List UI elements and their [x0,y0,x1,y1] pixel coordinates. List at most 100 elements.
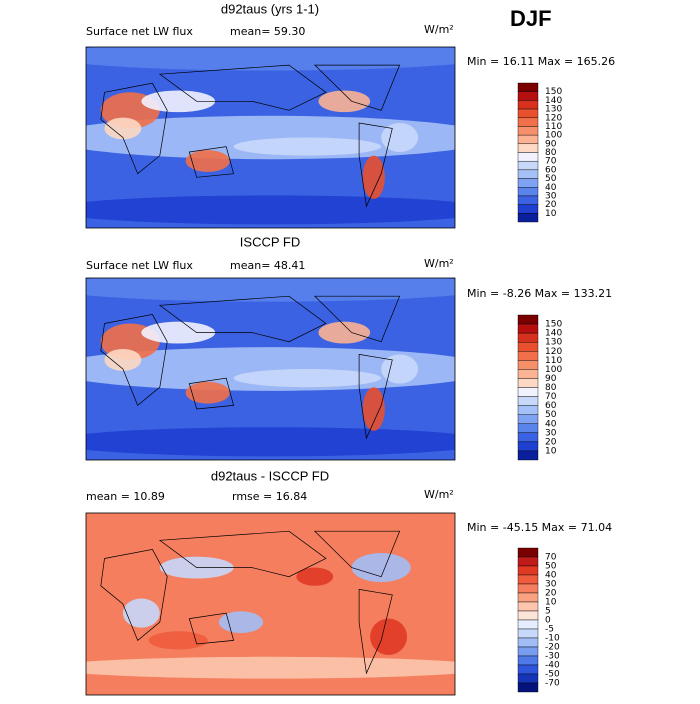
colorbar-label: 40 [545,571,557,581]
colorbar-label: 100 [545,131,562,141]
colorbar-box [517,547,539,558]
colorbar-box [517,360,539,370]
map-field [218,611,264,634]
map-field [86,513,455,534]
colorbar-box [517,574,539,585]
colorbar-box [517,628,539,639]
colorbar-box [517,314,539,325]
colorbar-label: 80 [545,383,557,393]
map [86,47,455,228]
map-frame [85,46,456,229]
min-max: Min = 16.11 Max = 165.26 [467,55,615,68]
map-field [141,90,216,113]
colorbar-box [517,160,539,171]
map [86,278,455,460]
colorbar-box [517,655,539,666]
colorbar-label: 70 [545,553,557,563]
coastline [313,530,401,578]
panel-title: d92taus (yrs 1-1) [221,1,319,16]
map-frame [85,512,456,696]
colorbar-label: 20 [545,437,557,447]
colorbar-box [517,82,539,92]
colorbar-label: 10 [545,598,557,608]
colorbar-label: 0 [545,616,551,626]
colorbar-label: 30 [545,428,557,438]
map-field [185,150,230,172]
colorbar-box [517,556,539,567]
panel-subtitle: Surface net LW flux [86,25,193,38]
map-field [104,348,142,371]
map-field [233,369,382,388]
colorbar-box [517,91,539,101]
coastline [313,295,401,343]
panel-title: d92taus - ISCCP FD [211,468,329,483]
map-field [296,567,334,586]
coastline [158,64,327,111]
map-field [86,47,455,71]
colorbar-box [517,619,539,630]
coastline [158,530,327,578]
colorbar-box [517,152,539,162]
map-field [318,321,371,344]
colorbar-box [517,592,539,603]
colorbar-box [517,405,539,415]
map-field [362,155,385,200]
map-field [362,387,385,431]
panel-stat: rmse = 16.84 [232,490,307,503]
colorbar-label: 110 [545,356,562,366]
colorbar-box [517,441,539,452]
colorbar-label: 120 [545,347,562,357]
panel-subtitle: Surface net LW flux [86,259,193,272]
map-field [141,321,216,344]
colorbar-box [517,646,539,657]
map-field [86,278,455,302]
coastline [188,377,235,410]
colorbar-label: -30 [545,652,560,662]
colorbar-label: 10 [545,446,557,456]
colorbar-box [517,187,539,197]
min-max: Min = -8.26 Max = 133.21 [467,287,612,300]
colorbar-label: 150 [545,320,562,330]
colorbar-label: 60 [545,165,557,175]
colorbar-box [517,126,539,136]
colorbar-box [517,117,539,127]
colorbar-box [517,664,539,675]
colorbar-label: 110 [545,122,562,132]
colorbar-box [517,169,539,179]
coastline [100,314,168,406]
min-max: Min = -45.15 Max = 71.04 [467,521,612,534]
colorbar-box [517,108,539,118]
colorbar-label: 140 [545,329,562,339]
colorbar-box [517,565,539,576]
colorbar-label: 70 [545,157,557,167]
map-frame [85,277,456,461]
map-field [148,631,208,650]
colorbar-label: 150 [545,87,562,97]
coastline [358,588,393,675]
colorbar-label: 80 [545,148,557,158]
map [86,513,455,695]
colorbar-box [517,682,539,693]
colorbar-box [517,204,539,214]
colorbar-label: 90 [545,139,557,149]
map-field [86,656,455,679]
units: W/m² [424,257,454,270]
map-field [318,90,371,113]
colorbar-box [517,423,539,434]
map-field [86,427,455,457]
colorbar-box [517,323,539,334]
colorbar-label: -40 [545,661,560,671]
colorbar-label: 100 [545,365,562,375]
coastline [313,64,401,111]
coastline [100,549,168,641]
panel-stat: mean= 48.41 [230,259,305,272]
colorbar-label: 30 [545,580,557,590]
colorbar-box [517,351,539,361]
map-field [233,137,382,156]
coastline [188,146,235,178]
coastline [158,295,327,343]
panel-title: ISCCP FD [240,234,300,249]
colorbar-label: 60 [545,401,557,411]
colorbar-label: 40 [545,183,557,193]
